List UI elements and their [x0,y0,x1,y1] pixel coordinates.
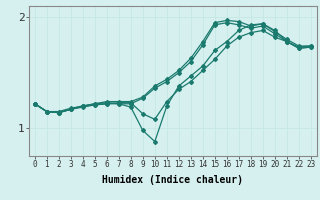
X-axis label: Humidex (Indice chaleur): Humidex (Indice chaleur) [102,175,243,185]
